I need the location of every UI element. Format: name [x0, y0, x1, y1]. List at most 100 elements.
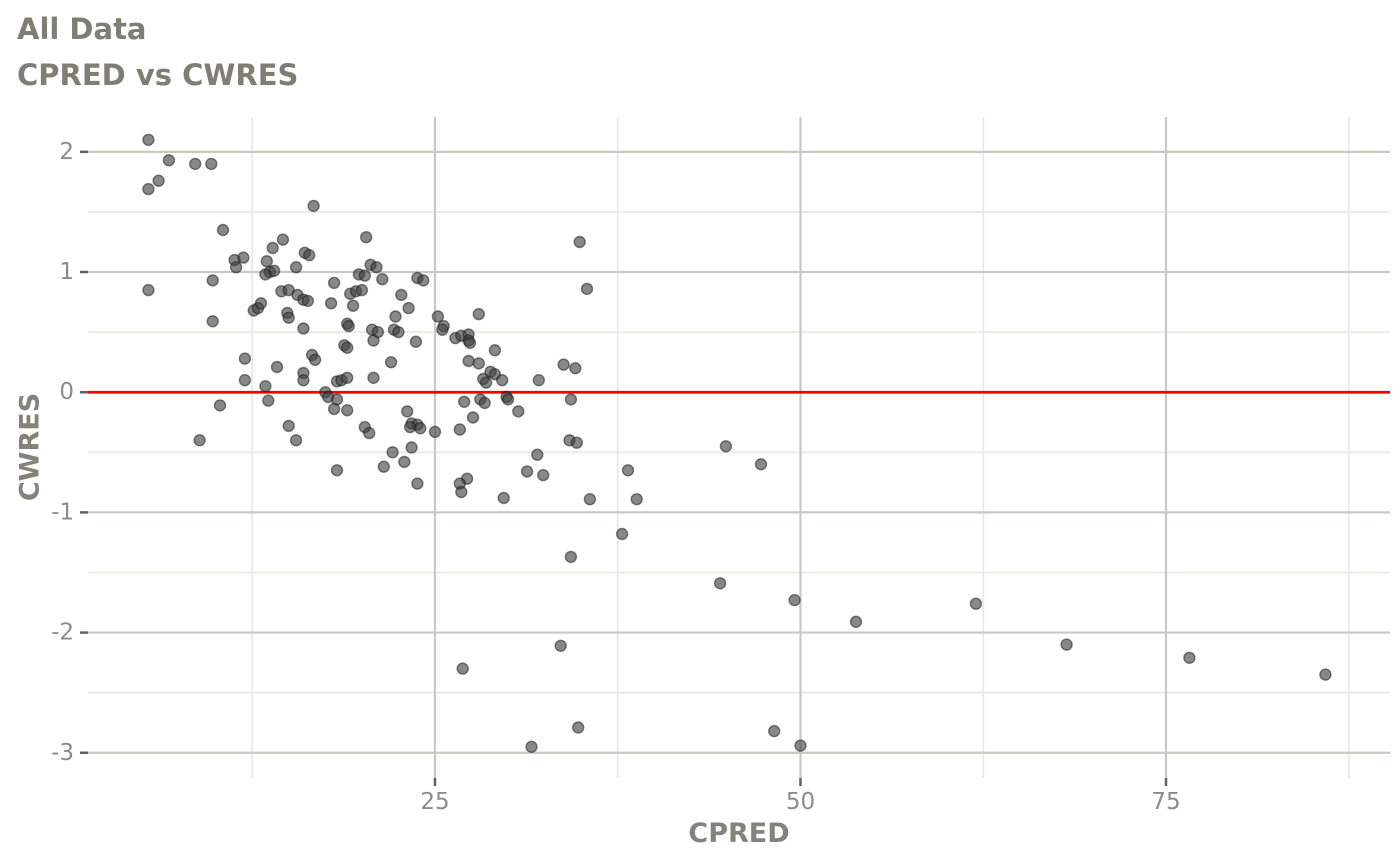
data-point: [206, 315, 219, 328]
data-point: [405, 441, 418, 454]
data-point: [341, 371, 354, 384]
data-point: [512, 405, 525, 418]
chart-subtitle: CPRED vs CWRES: [17, 58, 299, 92]
data-point: [488, 344, 502, 357]
data-point: [431, 310, 445, 323]
data-point: [259, 380, 272, 393]
data-point: [788, 593, 801, 607]
data-point: [363, 426, 376, 440]
data-point: [472, 357, 485, 370]
data-point: [367, 334, 380, 347]
data-point: [262, 394, 275, 407]
data-point: [266, 241, 279, 255]
data-point: [572, 721, 585, 734]
data-point: [453, 423, 466, 436]
data-point: [479, 376, 493, 389]
x-axis-title: CPRED: [688, 818, 790, 849]
data-point: [360, 230, 373, 244]
data-point: [569, 362, 582, 375]
data-point: [564, 550, 578, 564]
data-point: [297, 322, 310, 335]
data-point: [537, 468, 550, 482]
data-point: [754, 458, 768, 471]
data-point: [216, 223, 230, 237]
y-tick-label: 0: [59, 379, 74, 405]
y-tick-label: 2: [59, 139, 74, 165]
data-point: [377, 460, 390, 473]
data-point: [355, 283, 369, 297]
y-tick-label: -3: [51, 740, 74, 766]
y-tick-label: -2: [51, 620, 74, 646]
data-point: [301, 294, 314, 308]
data-point: [289, 261, 303, 274]
data-point: [458, 395, 471, 408]
data-point: [205, 157, 218, 171]
data-point: [719, 440, 733, 453]
data-point: [152, 174, 165, 187]
data-point: [615, 527, 629, 541]
data-point: [142, 283, 155, 297]
data-point: [341, 404, 354, 417]
data-point: [324, 297, 338, 310]
data-point: [254, 297, 268, 310]
data-point: [455, 485, 468, 499]
data-point: [346, 299, 360, 312]
data-point: [237, 251, 250, 264]
data-point: [564, 393, 578, 406]
chart-title: All Data: [17, 12, 147, 46]
data-point: [384, 356, 398, 369]
data-point: [330, 464, 344, 477]
data-point: [370, 261, 383, 274]
data-point: [327, 402, 341, 416]
data-point: [341, 341, 354, 354]
data-point: [308, 353, 322, 366]
data-point: [414, 422, 427, 435]
data-point: [621, 464, 635, 477]
data-point: [570, 436, 583, 449]
data-point: [462, 354, 475, 368]
data-point: [213, 399, 227, 412]
data-point: [402, 301, 415, 315]
data-point: [436, 323, 449, 336]
data-point: [525, 740, 538, 753]
data-point: [456, 662, 469, 675]
data-point: [327, 276, 341, 290]
data-point: [142, 182, 155, 196]
y-tick-label: 1: [59, 259, 74, 285]
data-point: [580, 282, 594, 296]
data-point: [398, 455, 411, 469]
data-point: [1060, 638, 1073, 651]
x-tick-label: 50: [786, 789, 815, 815]
data-point: [417, 274, 430, 287]
data-point: [282, 419, 295, 433]
x-tick-label: 25: [420, 789, 449, 815]
data-point: [342, 319, 355, 333]
data-point: [768, 724, 781, 738]
data-point: [282, 311, 295, 324]
data-point: [501, 393, 515, 406]
data-point: [358, 269, 371, 282]
data-point: [532, 374, 545, 387]
x-tick-label: 75: [1151, 789, 1180, 815]
data-point: [472, 307, 485, 321]
data-point: [395, 288, 408, 302]
data-point: [713, 577, 727, 590]
data-point: [969, 597, 983, 610]
data-point: [1183, 651, 1196, 664]
data-point: [463, 336, 477, 350]
data-point: [260, 255, 273, 268]
data-point: [520, 465, 534, 478]
data-point: [411, 477, 424, 490]
data-point: [794, 739, 807, 752]
data-point: [193, 434, 206, 447]
data-point: [188, 157, 202, 171]
data-point: [367, 371, 380, 384]
data-point: [428, 425, 442, 439]
data-point: [206, 274, 219, 287]
data-point: [289, 434, 303, 447]
data-point: [297, 374, 310, 387]
data-point: [238, 374, 252, 387]
data-point: [554, 639, 567, 652]
